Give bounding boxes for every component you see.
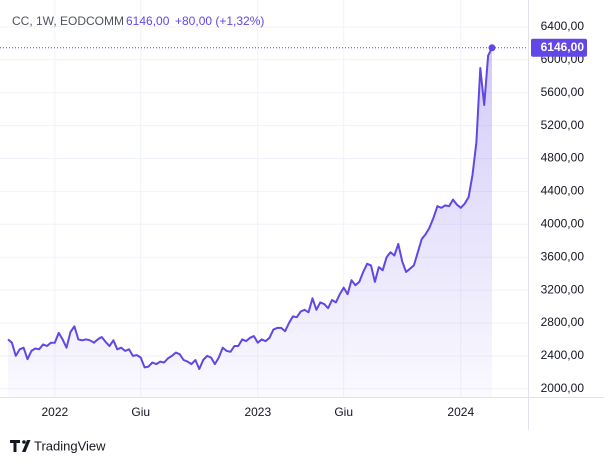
x-tick-label: Giu (334, 405, 353, 419)
area (8, 47, 492, 398)
y-tick-label: 2000,00 (541, 381, 585, 395)
y-tick-label: 4000,00 (541, 216, 585, 230)
axes: 2000,00 2400,00 2800,00 3200,00 3600,00 4000,… (41, 19, 587, 419)
y-tick-label: 6400,00 (541, 19, 585, 33)
x-tick-label: Giu (131, 405, 150, 419)
change: +80,00 (+1,32%) (175, 14, 264, 28)
y-tick-label: 2800,00 (541, 315, 585, 329)
symbol: CC, 1W, EODCOMM (12, 14, 124, 28)
last-price: 6146,00 (126, 14, 170, 28)
grid (0, 0, 528, 397)
x-tick-label: 2023 (244, 405, 271, 419)
y-tick-label: 2400,00 (541, 348, 585, 362)
x-tick-label: 2024 (447, 405, 474, 419)
last-point (488, 44, 496, 52)
price-tag-label: 6146,00 (541, 40, 585, 54)
x-tick-label: 2022 (41, 405, 68, 419)
line (7, 47, 493, 370)
y-tick-label: 4400,00 (541, 184, 585, 198)
logo (10, 440, 31, 452)
y-tick-label: 4800,00 (541, 151, 585, 165)
plot (0, 44, 528, 398)
price-tag (531, 38, 587, 57)
y-tick-label: 3600,00 (541, 249, 585, 263)
y-tick-label: 5600,00 (541, 85, 585, 99)
brand: TradingView (34, 438, 106, 453)
y-tick-label: 5200,00 (541, 118, 585, 132)
y-tick-label: 3200,00 (541, 282, 585, 296)
